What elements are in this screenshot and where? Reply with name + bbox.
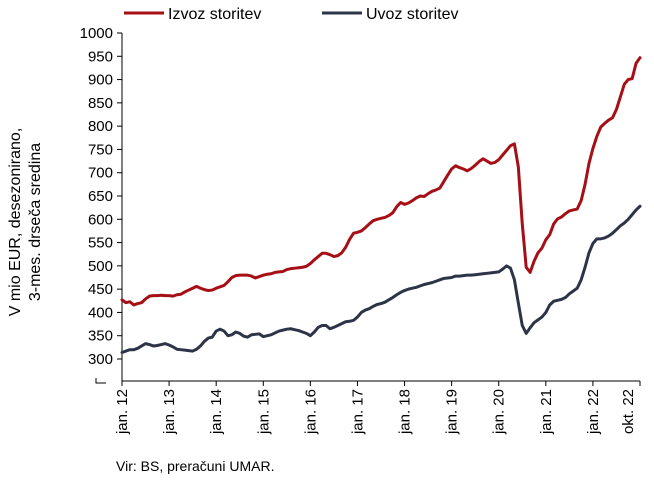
x-tick-label: okt. 22 xyxy=(620,389,637,434)
y-tick-label: 700 xyxy=(88,165,113,182)
x-axis: jan. 12 jan. 13 jan. 14 jan. 15 jan. 16 jan. … xyxy=(114,380,641,435)
series-line-uvoz xyxy=(120,204,642,354)
x-tick-label: jan. 14 xyxy=(208,389,225,435)
y-axis-label-line-1: V mio EUR, desezonirano, xyxy=(7,128,24,317)
y-tick-label: 650 xyxy=(88,188,113,205)
y-tick-label: 400 xyxy=(88,304,113,321)
series-layer xyxy=(120,56,642,354)
legend: Izvoz storitev Uvoz storitev xyxy=(124,6,458,23)
x-tick-label: jan. 13 xyxy=(161,389,178,435)
y-tick-label: 950 xyxy=(88,48,113,65)
y-tick-label: 750 xyxy=(88,141,113,158)
x-tick-label: jan. 21 xyxy=(538,389,555,435)
y-tick-label: 550 xyxy=(88,235,113,252)
y-tick-label: 450 xyxy=(88,281,113,298)
y-axis-label-line-2: 3-mes. drseča sredina xyxy=(27,143,44,301)
x-tick-label: jan. 20 xyxy=(491,389,508,435)
y-tick-label: 850 xyxy=(88,95,113,112)
x-tick-label: jan. 15 xyxy=(255,389,272,435)
source-note: Vir: BS, preračuni UMAR. xyxy=(116,458,275,474)
x-tick-label: jan. 16 xyxy=(302,389,319,435)
y-tick-label: 600 xyxy=(88,211,113,228)
series-line-izvoz xyxy=(120,56,642,307)
axis-break-marker xyxy=(95,378,106,384)
y-tick-label: 500 xyxy=(88,258,113,275)
x-tick-label: jan. 12 xyxy=(114,389,131,435)
y-tick-label: 350 xyxy=(88,328,113,345)
y-tick-label: 900 xyxy=(88,72,113,89)
x-tick-label: jan. 19 xyxy=(444,389,461,435)
x-tick-label: jan. 18 xyxy=(397,389,414,435)
y-tick-label: 1000 xyxy=(80,25,113,42)
legend-label: Uvoz storitev xyxy=(366,6,458,23)
y-axis: 300 350 400 450 500 550 600 650 700 750 800 850 900 9… xyxy=(80,25,123,384)
x-tick-label: jan. 22 xyxy=(585,389,602,435)
x-tick-label: jan. 17 xyxy=(349,389,366,435)
legend-label: Izvoz storitev xyxy=(168,6,261,23)
y-tick-label: 300 xyxy=(88,351,113,368)
y-tick-label: 800 xyxy=(88,118,113,135)
